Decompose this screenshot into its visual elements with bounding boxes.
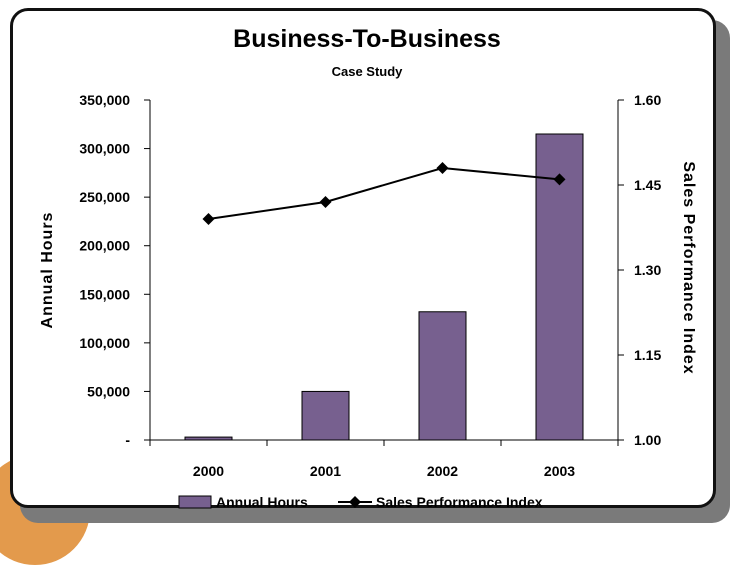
- x-tick-label-2002: 2002: [427, 463, 458, 479]
- legend-label-sales-index: Sales Performance Index: [376, 494, 543, 510]
- legend: Annual Hours Sales Performance Index: [178, 494, 543, 510]
- y-left-tick-label: 350,000: [79, 92, 130, 108]
- sales-index-line: [208, 166, 560, 220]
- sales-index-point-2003: [553, 173, 566, 186]
- legend-marker-sales-index: [349, 496, 361, 508]
- chart-card: [10, 8, 716, 508]
- y-left-axis-title: Annual Hours: [39, 212, 56, 329]
- y-right-axis-title: Sales Performance Index: [680, 161, 697, 374]
- y-right-tick-label: 1.60: [634, 92, 661, 108]
- sales-index-point-2001: [319, 196, 332, 208]
- y-left-tick-label: 50,000: [87, 383, 130, 399]
- y-right-tick-label: 1.00: [634, 432, 661, 448]
- x-tick-label-2000: 2000: [193, 463, 224, 479]
- x-tick-label-2003: 2003: [544, 463, 575, 479]
- chart-title: Business-To-Business: [233, 25, 501, 53]
- legend-label-annual-hours: Annual Hours: [216, 494, 308, 510]
- y-left-tick-label: 250,000: [79, 189, 130, 205]
- y-left-tick-label: 100,000: [79, 335, 130, 351]
- y-left-tick-label: 200,000: [79, 238, 130, 254]
- chart-subtitle: Case Study: [332, 64, 404, 79]
- y-right-tick-label: 1.15: [634, 347, 661, 363]
- y-left-tick-label: -: [125, 432, 130, 448]
- sales-index-point-2000: [202, 213, 215, 225]
- sales-index-point-2002: [436, 162, 449, 174]
- bar-2002: [418, 311, 467, 441]
- x-tick-label-2001: 2001: [310, 463, 341, 479]
- y-left-tick-label: 150,000: [79, 286, 130, 302]
- legend-swatch-annual-hours: [178, 495, 212, 509]
- y-right-tick-label: 1.45: [634, 177, 661, 193]
- y-right-tick-label: 1.30: [634, 262, 661, 278]
- combo-chart: Business-To-Business Case Study - 50,000 1…: [39, 25, 697, 510]
- y-left-tick-label: 300,000: [79, 141, 130, 157]
- bar-2001: [301, 390, 350, 441]
